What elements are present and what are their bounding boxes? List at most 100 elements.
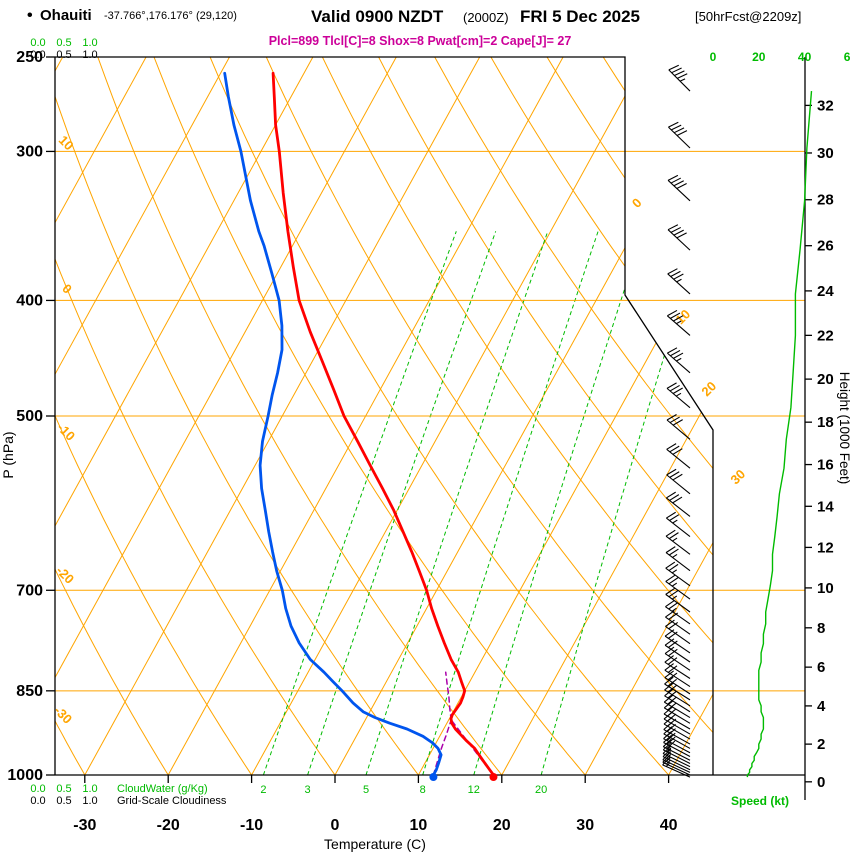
barb-feather [663,694,674,703]
cloudiness-scale-top: 1.0 [82,49,97,61]
mixing-ratio-label: 5 [363,784,369,796]
height-tick-label: 24 [817,283,834,300]
barb-feather [666,382,677,389]
barb-feather [668,532,679,540]
pressure-tick-label: 1000 [7,767,43,784]
barb-feather [665,561,676,569]
cloudwater-scale-bottom: 1.0 [82,783,97,795]
barb-half-feather [675,392,682,397]
profiles [223,71,498,781]
mixing-ratio-line [365,231,549,775]
barb-feather [666,491,676,499]
barb-feather [667,665,678,673]
cloudwater-scale-top: 1.0 [82,37,97,49]
cloudiness-scale-bottom: 0.0 [30,795,45,807]
plot-border [55,56,714,775]
barb-shaft [666,387,691,409]
mixing-ratio-line [307,231,497,775]
barb-feather [666,414,677,421]
dry-adiabat-line [55,57,169,775]
height-tick-label: 12 [817,539,834,556]
isotherm-line [55,57,230,775]
barb-feather [667,657,678,665]
barb-half-feather [672,519,678,524]
isotherm-line [584,57,713,775]
barb-feather [667,268,678,275]
wind-barb-layer [662,64,691,778]
barb-shaft [665,625,691,645]
wind-barb [666,347,691,374]
isotherm-label: 20 [698,378,719,399]
station-name: Ohauiti [40,7,92,24]
dry-adiabat-line [434,57,713,775]
barb-feather [670,226,682,233]
barb-shaft [666,517,691,537]
mixing-ratio-line [540,231,704,775]
mixing-ratio-line [473,231,644,775]
mixing-ratio-label: 3 [305,784,311,796]
barb-shaft [662,764,691,778]
barb-feather [673,127,685,134]
barb-feather [662,748,672,758]
wind-barb [663,730,691,754]
barb-feather [667,672,678,681]
barb-feather [672,387,683,394]
speed-tick-label: 20 [752,50,766,64]
speed-tick-label: 60 [844,50,850,64]
cloudwater-scale-top: 0.5 [56,37,71,49]
barb-feather [669,416,680,424]
height-tick-label: 8 [817,620,825,637]
dry-adiabat-line [97,57,503,775]
barb-half-feather [676,357,682,362]
isotherm-label: 10 [672,306,693,327]
temperature-axis-label: Temperature (C) [324,836,426,852]
pressure-tick-label: 850 [16,683,43,700]
temperature-tick-label: 40 [660,817,678,834]
barb-feather [667,696,677,705]
barb-feather [665,574,676,582]
barb-half-feather [676,278,682,283]
barb-shaft [665,567,691,587]
barb-shaft [667,179,691,202]
height-tick-label: 10 [817,580,834,597]
barb-feather [672,448,683,455]
barb-shaft [663,713,691,730]
barb-feather [670,177,682,184]
barb-feather [662,754,671,763]
isotherm-label: 30 [727,466,748,487]
wind-barb [662,756,691,778]
barb-half-feather [672,537,678,542]
mixing-ratio-line [422,231,599,775]
barb-shaft [663,738,691,754]
adiabat-label: -20 [53,563,77,587]
header-layer: • Ohauiti -37.766°,176.176° (29,120) Val… [27,7,801,48]
barb-shaft [666,497,691,517]
barb-feather [663,730,673,740]
barb-feather [663,700,674,709]
wind-barb [666,309,691,336]
isotherm-line [55,57,147,775]
barb-feather [670,312,681,319]
barb-shaft [665,616,691,635]
wind-barb [665,574,691,600]
barb-half-feather [666,747,672,753]
barb-feather [666,511,676,519]
barb-feather [667,678,677,687]
pressure-tick-label: 300 [16,143,43,160]
temperature-tick-label: -20 [157,817,180,834]
cloudiness-scale-top: 0.0 [30,49,45,61]
wind-barb [666,491,691,517]
barb-feather [669,471,680,478]
mixing-ratio-label: 20 [535,784,547,796]
height-tick-label: 32 [817,97,834,114]
height-tick-label: 0 [817,774,825,791]
barb-shaft [664,635,691,654]
barb-feather [663,734,673,743]
barb-feather [663,721,673,730]
barb-feather [668,612,679,620]
wind-barb [662,754,691,776]
barb-half-feather [671,607,677,612]
barb-half-feather [676,320,682,325]
